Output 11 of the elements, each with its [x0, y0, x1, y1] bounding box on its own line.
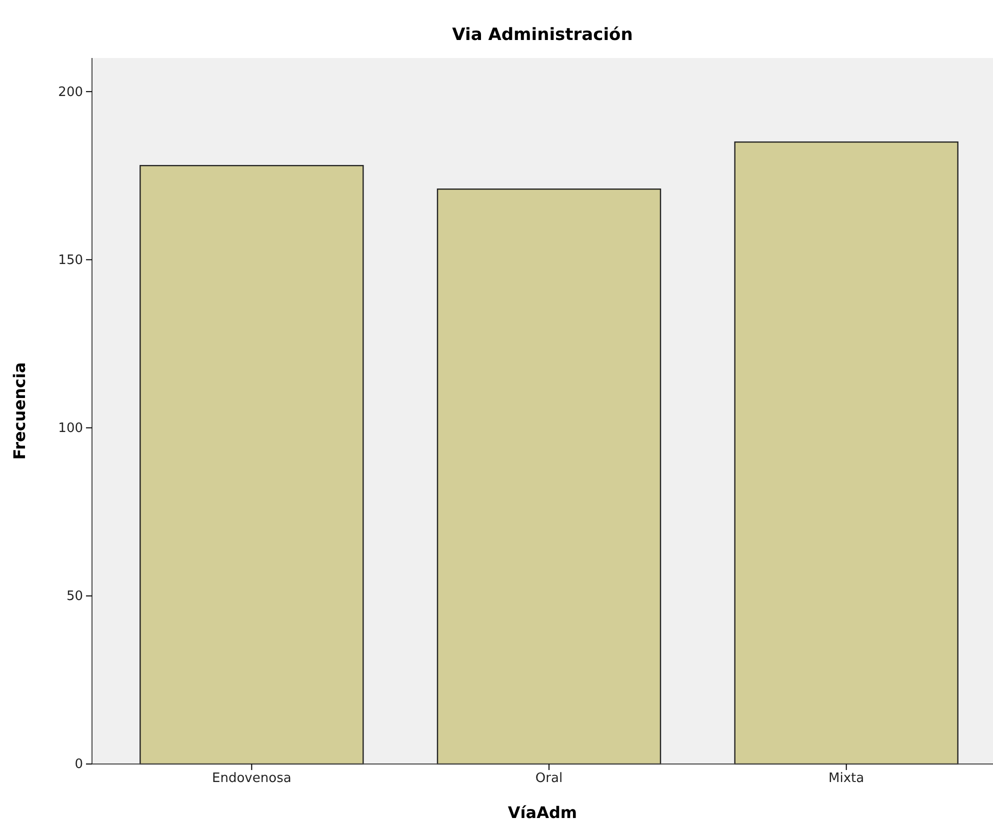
y-tick-label: 150: [58, 252, 83, 268]
x-tick-label: Oral: [535, 771, 563, 786]
x-axis-title: VíaAdm: [508, 803, 578, 822]
x-tick-label: Endovenosa: [212, 771, 292, 786]
y-tick-label: 0: [74, 757, 83, 772]
y-tick-label: 100: [58, 420, 83, 436]
x-tick-label: Mixta: [828, 771, 864, 786]
chart-title: Via Administración: [452, 25, 633, 45]
y-axis-title: Frecuencia: [10, 362, 29, 460]
y-tick-label: 200: [58, 84, 83, 100]
y-tick-label: 50: [66, 589, 83, 604]
